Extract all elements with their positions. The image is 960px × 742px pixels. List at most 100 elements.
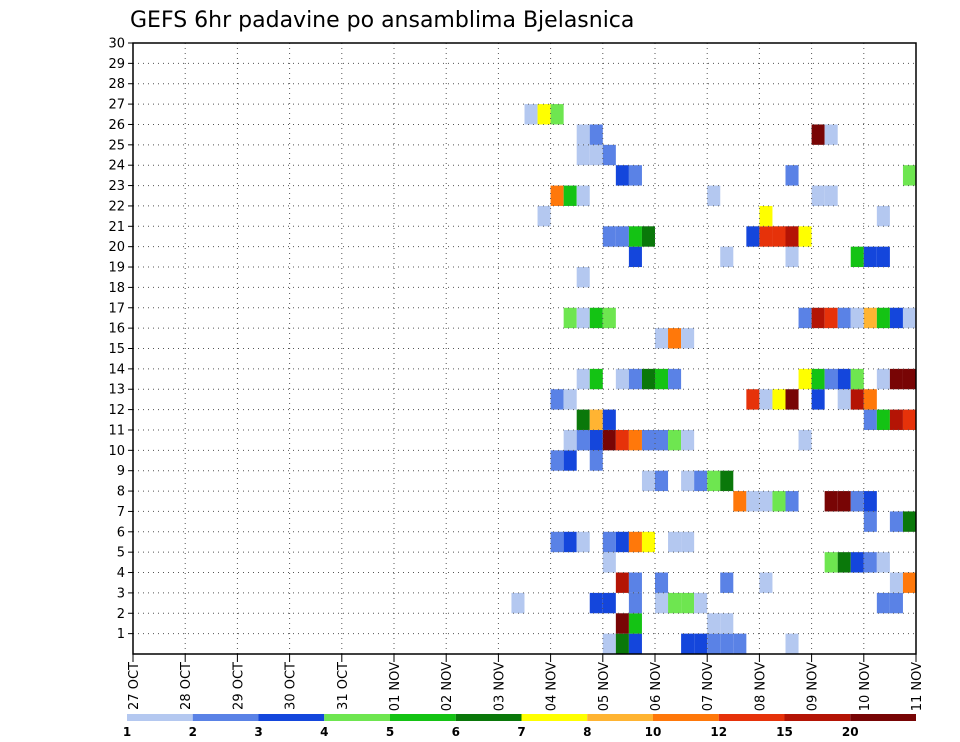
heatmap-cell <box>850 552 864 573</box>
heatmap-cell <box>628 368 642 390</box>
heatmap-cell <box>785 491 799 512</box>
x-tick-label: 09 NOV <box>806 662 821 711</box>
heatmap-cell <box>589 409 603 430</box>
heatmap-cell <box>589 144 603 166</box>
heatmap-cell <box>733 633 747 654</box>
y-tick-label: 5 <box>117 546 125 561</box>
heatmap-cell <box>759 491 773 512</box>
heatmap-cell <box>720 613 734 634</box>
legend-label: 4 <box>320 725 328 739</box>
heatmap-cell <box>681 328 695 349</box>
legend-label: 12 <box>710 725 727 739</box>
heatmap-cell <box>655 470 669 492</box>
heatmap-cell <box>524 104 538 125</box>
legend-swatch <box>455 714 522 721</box>
heatmap-cell <box>785 165 799 186</box>
heatmap-cell <box>576 267 590 288</box>
legend-swatch <box>324 714 390 721</box>
y-tick-label: 21 <box>108 220 125 235</box>
heatmap-cell <box>720 572 734 593</box>
heatmap-cell <box>798 429 812 451</box>
legend-swatch <box>850 714 916 721</box>
heatmap-cell <box>668 531 682 553</box>
y-tick-label: 9 <box>117 464 125 479</box>
heatmap-cell <box>785 633 799 654</box>
heatmap-cell <box>628 613 642 634</box>
y-tick-label: 29 <box>108 57 125 72</box>
y-tick-label: 25 <box>108 138 125 153</box>
heatmap-cell <box>785 226 799 247</box>
heatmap-cell <box>589 307 603 329</box>
heatmap-cell <box>850 368 864 390</box>
heatmap-cell <box>628 165 642 186</box>
heatmap-cell <box>537 205 551 227</box>
heatmap-cell <box>824 491 838 512</box>
heatmap-cell <box>589 429 603 451</box>
legend-label: 15 <box>776 725 793 739</box>
heatmap-cell <box>876 205 890 227</box>
heatmap-cell <box>550 450 564 471</box>
heatmap-cell <box>902 409 916 430</box>
heatmap-cell <box>641 470 655 492</box>
heatmap-cell <box>824 124 838 145</box>
heatmap-cell <box>668 328 682 349</box>
x-tick-label: 29 OCT <box>231 662 246 710</box>
heatmap-cell <box>746 389 760 410</box>
heatmap-cell <box>707 633 721 654</box>
heatmap-cell <box>759 572 773 593</box>
y-tick-label: 19 <box>108 261 125 276</box>
legend-label: 5 <box>386 725 394 739</box>
x-tick-label: 30 OCT <box>284 662 299 710</box>
y-tick-label: 20 <box>108 240 125 255</box>
heatmap-cell <box>902 165 916 186</box>
x-tick-label: 11 NOV <box>910 662 925 711</box>
x-tick-label: 01 NOV <box>388 662 403 711</box>
heatmap-cell <box>824 552 838 573</box>
heatmap-cell <box>759 226 773 247</box>
heatmap-cell <box>628 531 642 553</box>
heatmap-cell <box>550 185 564 206</box>
x-tick-label: 10 NOV <box>858 662 873 711</box>
heatmap-cell <box>563 531 577 553</box>
heatmap-cell <box>759 389 773 410</box>
heatmap-cell <box>602 592 616 614</box>
heatmap-cell <box>902 572 916 593</box>
heatmap-cell <box>655 592 669 614</box>
y-tick-label: 18 <box>108 281 125 296</box>
heatmap-cell <box>837 552 851 573</box>
heatmap-cell <box>889 592 903 614</box>
heatmap-cell <box>602 429 616 451</box>
heatmap-cell <box>876 368 890 390</box>
heatmap-cell <box>863 246 877 268</box>
heatmap-cell <box>876 409 890 430</box>
y-tick-label: 30 <box>108 37 125 52</box>
heatmap-cell <box>615 368 629 390</box>
legend-swatch <box>784 714 851 721</box>
heatmap-cell <box>537 104 551 125</box>
legend-swatch <box>258 714 325 721</box>
heatmap-cell <box>576 409 590 430</box>
heatmap-cell <box>720 470 734 492</box>
y-tick-label: 17 <box>108 301 125 316</box>
y-tick-label: 27 <box>108 98 125 113</box>
heatmap-cell <box>628 633 642 654</box>
heatmap-cell <box>902 511 916 532</box>
heatmap-cell <box>589 368 603 390</box>
x-tick-label: 31 OCT <box>336 662 351 710</box>
heatmap-cell <box>889 409 903 430</box>
heatmap-cell <box>668 429 682 451</box>
y-tick-label: 22 <box>108 199 125 214</box>
heatmap-cell <box>563 307 577 329</box>
heatmap-cell <box>615 572 629 593</box>
x-tick-label: 28 OCT <box>179 662 194 710</box>
x-tick-label: 05 NOV <box>597 662 612 711</box>
heatmap-cell <box>615 613 629 634</box>
y-tick-label: 6 <box>117 525 125 540</box>
heatmap-cell <box>602 633 616 654</box>
heatmap-cell <box>785 389 799 410</box>
heatmap-cell <box>837 491 851 512</box>
heatmap-cell <box>550 389 564 410</box>
x-tick-label: 04 NOV <box>545 662 560 711</box>
heatmap-cell <box>824 307 838 329</box>
heatmap-cell <box>772 226 786 247</box>
